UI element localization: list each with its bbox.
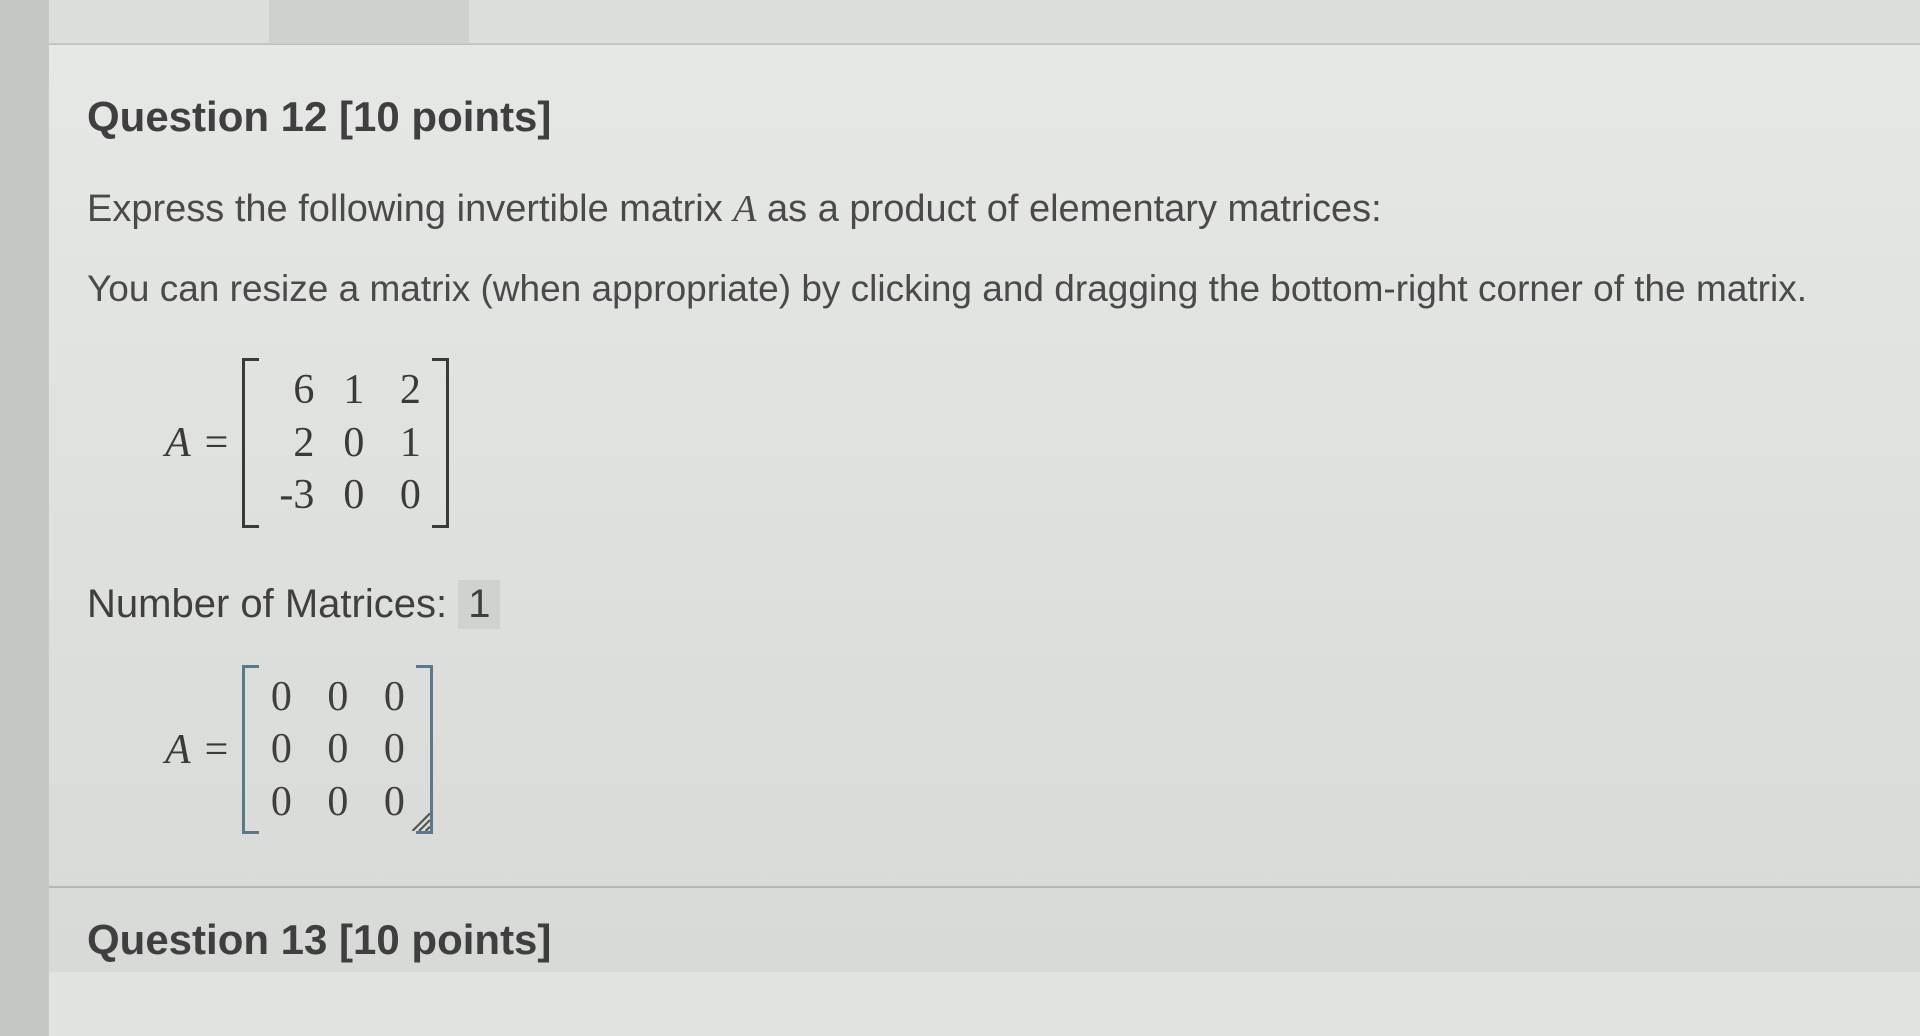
given-matrix-row: A = 6 1 2 2 0 1 -3 0 — [165, 358, 1882, 528]
answer-matrix[interactable]: 0 0 0 0 0 0 0 0 0 — [242, 665, 433, 835]
instruction-variable: A — [733, 188, 756, 230]
equals-sign-1: = — [205, 419, 229, 467]
acell-2-1[interactable]: 0 — [258, 723, 304, 776]
content-area: Question 12 [10 points] Express the foll… — [49, 44, 1920, 972]
left-margin-bar — [0, 0, 48, 1036]
cell-2-1: 2 — [258, 417, 320, 470]
question-divider — [49, 886, 1920, 888]
top-strip — [49, 0, 1920, 44]
given-matrix-row-2: 2 0 1 — [258, 417, 433, 470]
acell-3-1[interactable]: 0 — [258, 776, 304, 829]
number-of-matrices-line: Number of Matrices: 1 — [87, 580, 1882, 629]
cell-1-1: 6 — [258, 364, 320, 417]
equals-sign-2: = — [205, 726, 229, 774]
acell-2-2[interactable]: 0 — [315, 723, 361, 776]
matrix-a-label: A — [165, 419, 191, 467]
given-matrix-row-3: -3 0 0 — [258, 469, 433, 522]
question-12-header: Question 12 [10 points] — [87, 93, 1882, 141]
cell-3-3: 0 — [387, 469, 433, 522]
answer-matrix-body: 0 0 0 0 0 0 0 0 0 — [258, 671, 417, 829]
cell-1-2: 1 — [331, 364, 377, 417]
given-matrix-row-1: 6 1 2 — [258, 364, 433, 417]
num-matrices-input[interactable]: 1 — [458, 580, 500, 629]
question-container: Question 12 [10 points] Express the foll… — [48, 0, 1920, 1036]
answer-row-3: 0 0 0 — [258, 776, 417, 829]
acell-3-2[interactable]: 0 — [315, 776, 361, 829]
cell-2-3: 1 — [387, 417, 433, 470]
answer-row-2: 0 0 0 — [258, 723, 417, 776]
cell-3-2: 0 — [331, 469, 377, 522]
answer-matrix-row: A = 0 0 0 0 0 0 0 0 — [165, 665, 1882, 835]
instruction-suffix: as a product of elementary matrices: — [756, 188, 1381, 230]
matrix-resize-handle-icon[interactable] — [408, 809, 430, 831]
acell-1-1[interactable]: 0 — [258, 671, 304, 724]
top-strip-tab — [269, 0, 469, 43]
question-13-header: Question 13 [10 points] — [87, 916, 1882, 972]
answer-row-1: 0 0 0 — [258, 671, 417, 724]
acell-2-3[interactable]: 0 — [371, 723, 417, 776]
resize-hint: You can resize a matrix (when appropriat… — [87, 268, 1882, 310]
instruction-prefix: Express the following invertible matrix — [87, 188, 733, 230]
question-12-instruction: Express the following invertible matrix … — [87, 185, 1882, 234]
answer-matrix-label: A — [165, 726, 191, 774]
acell-1-3[interactable]: 0 — [371, 671, 417, 724]
cell-3-1: -3 — [258, 469, 320, 522]
given-matrix-body: 6 1 2 2 0 1 -3 0 0 — [258, 364, 433, 522]
acell-1-2[interactable]: 0 — [315, 671, 361, 724]
cell-1-3: 2 — [387, 364, 433, 417]
given-matrix-a: 6 1 2 2 0 1 -3 0 0 — [242, 358, 449, 528]
cell-2-2: 0 — [331, 417, 377, 470]
num-matrices-label: Number of Matrices: — [87, 582, 458, 626]
